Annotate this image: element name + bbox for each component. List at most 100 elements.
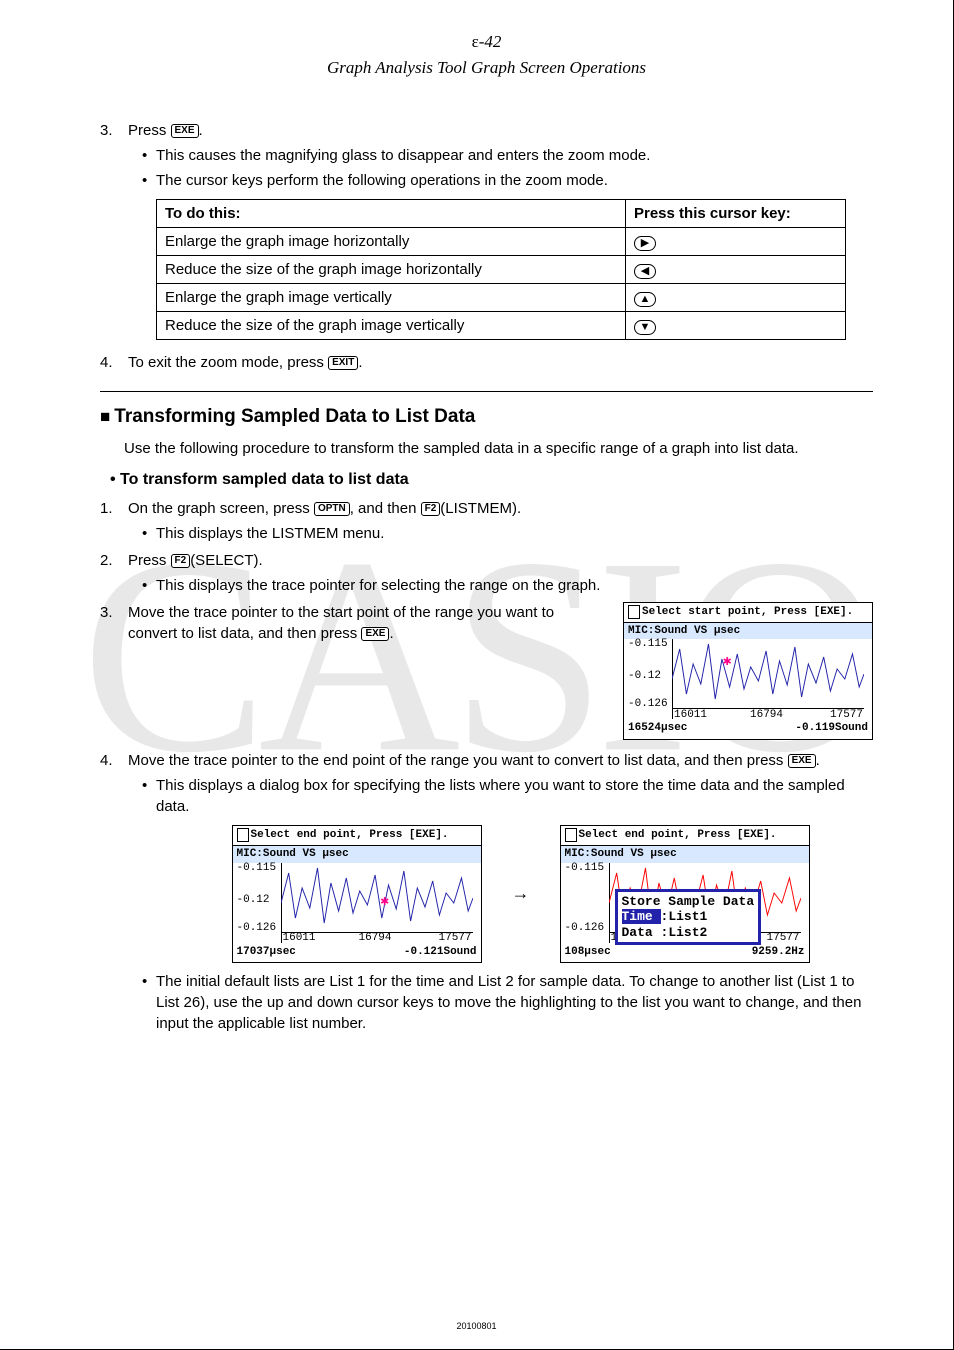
ytick: -0.12 xyxy=(628,669,661,684)
ytick: -0.12 xyxy=(237,893,270,908)
step-num: 1. xyxy=(100,498,113,519)
td-action: Reduce the size of the graph image horiz… xyxy=(157,255,626,283)
section-divider xyxy=(100,391,873,392)
t: Move the trace pointer to the end point … xyxy=(128,752,788,769)
page-content: ε-42 Graph Analysis Tool Graph Screen Op… xyxy=(100,30,873,1034)
bullet: This displays a dialog box for specifyin… xyxy=(142,775,873,817)
calc-titlebar: Select start point, Press [EXE]. xyxy=(624,603,872,623)
step-num: 4. xyxy=(100,750,113,771)
down-key-icon: ▼ xyxy=(634,320,656,335)
arrow-icon: → xyxy=(512,881,530,906)
t: On the graph screen, press xyxy=(128,500,314,517)
step-num: 4. xyxy=(100,352,113,373)
page-code: ε-42 xyxy=(100,30,873,54)
bullet: The cursor keys perform the following op… xyxy=(142,170,873,191)
t: Press xyxy=(128,552,171,569)
step-3: 3. Press EXE. This causes the magnifying… xyxy=(100,120,873,340)
table-row: Reduce the size of the graph image verti… xyxy=(157,311,846,339)
step-text: Press xyxy=(128,122,171,139)
trace-marker-icon: ✱ xyxy=(381,893,389,913)
xtick: 17577 xyxy=(439,931,472,946)
exe-key: EXE xyxy=(788,754,816,768)
step-text: To exit the zoom mode, press xyxy=(128,354,328,371)
cursor-key-table: To do this: Press this cursor key: Enlar… xyxy=(156,199,846,340)
t: , and then xyxy=(350,500,421,517)
bullet: This causes the magnifying glass to disa… xyxy=(142,145,873,166)
xtick: 16011 xyxy=(674,708,707,723)
t: (SELECT). xyxy=(190,552,263,569)
f2-key: F2 xyxy=(421,502,441,516)
epsilon: ε xyxy=(472,32,479,51)
step-num: 2. xyxy=(100,550,113,571)
xtick: 17577 xyxy=(767,931,800,946)
ytick: -0.115 xyxy=(628,637,668,652)
calc-screenshot-1: Select start point, Press [EXE]. MIC:Sou… xyxy=(623,602,873,740)
status-l: 16524μsec xyxy=(628,721,687,736)
bullet: This displays the trace pointer for sele… xyxy=(142,575,873,596)
ytick: -0.115 xyxy=(237,861,277,876)
f2-key: F2 xyxy=(171,554,191,568)
status-r: -0.119Sound xyxy=(795,721,868,736)
t: . xyxy=(816,752,820,769)
status-r: -0.121Sound xyxy=(404,945,477,960)
td-key: ▲ xyxy=(626,283,846,311)
calc-titlebar: Select end point, Press [EXE]. xyxy=(233,826,481,846)
ytick: -0.126 xyxy=(565,921,605,936)
dialog-data-val: :List2 xyxy=(661,925,708,940)
t: (LISTMEM). xyxy=(440,500,521,517)
xtick: 16794 xyxy=(359,931,392,946)
exe-key: EXE xyxy=(361,627,389,641)
optn-key: OPTN xyxy=(314,502,350,516)
td-action: Reduce the size of the graph image verti… xyxy=(157,311,626,339)
step-num: 3. xyxy=(100,602,113,623)
status-l: 17037μsec xyxy=(237,945,296,960)
ytick: -0.115 xyxy=(565,861,605,876)
ytick: -0.126 xyxy=(237,921,277,936)
dialog-time-val: :List1 xyxy=(661,909,708,924)
calc-screenshot-3: Select end point, Press [EXE]. MIC:Sound… xyxy=(560,825,810,963)
left-key-icon: ◀ xyxy=(634,264,656,279)
section-intro: Use the following procedure to transform… xyxy=(124,438,873,459)
td-key: ▶ xyxy=(626,227,846,255)
s2-step-2: 2. Press F2(SELECT). This displays the t… xyxy=(100,550,873,596)
ytick: -0.126 xyxy=(628,697,668,712)
td-key: ◀ xyxy=(626,255,846,283)
bullet: The initial default lists are List 1 for… xyxy=(142,971,873,1034)
t: Move the trace pointer to the start poin… xyxy=(128,604,554,642)
calc-screenshot-2: Select end point, Press [EXE]. MIC:Sound… xyxy=(232,825,482,963)
calc-graph: -0.115 -0.126 16011 16794 17577 Store Sa… xyxy=(565,863,805,943)
td-key: ▼ xyxy=(626,311,846,339)
store-dialog: Store Sample Data Time :List1 Data :List… xyxy=(615,889,762,946)
calc-graph: -0.115 -0.12 -0.126 16011 16794 17577 ✱ xyxy=(237,863,477,943)
xtick: 16794 xyxy=(750,708,783,723)
subsection-heading: • To transform sampled data to list data xyxy=(110,469,873,491)
exit-key: EXIT xyxy=(328,356,358,370)
step-text-b: . xyxy=(199,122,203,139)
table-row: Enlarge the graph image horizontally ▶ xyxy=(157,227,846,255)
calc-graph: -0.115 -0.12 -0.126 16011 16794 17577 ✱ xyxy=(628,639,868,719)
right-key-icon: ▶ xyxy=(634,236,656,251)
s2-step-3: 3. Move the trace pointer to the start p… xyxy=(100,602,873,740)
up-key-icon: ▲ xyxy=(634,292,656,307)
th-todo: To do this: xyxy=(157,199,626,227)
step-text-b: . xyxy=(358,354,362,371)
dialog-title: Store Sample Data xyxy=(622,894,755,910)
s2-step-1: 1. On the graph screen, press OPTN, and … xyxy=(100,498,873,544)
status-r: 9259.2Hz xyxy=(752,945,805,960)
footer: 20100801 xyxy=(0,1320,953,1333)
calc-titlebar: Select end point, Press [EXE]. xyxy=(561,826,809,846)
dialog-data-label: Data xyxy=(622,925,661,940)
chapter-title: Graph Analysis Tool Graph Screen Operati… xyxy=(100,56,873,80)
page-num: -42 xyxy=(479,32,502,51)
dialog-time-label: Time xyxy=(622,909,661,924)
xtick: 17577 xyxy=(830,708,863,723)
td-action: Enlarge the graph image horizontally xyxy=(157,227,626,255)
s2-step-4: 4. Move the trace pointer to the end poi… xyxy=(100,750,873,1034)
table-row: Enlarge the graph image vertically▲ xyxy=(157,283,846,311)
page-header: ε-42 Graph Analysis Tool Graph Screen Op… xyxy=(100,30,873,80)
t: . xyxy=(389,625,393,642)
step-4: 4. To exit the zoom mode, press EXIT. xyxy=(100,352,873,373)
section-title: Transforming Sampled Data to List Data xyxy=(114,406,475,427)
trace-marker-icon: ✱ xyxy=(723,653,731,673)
table-row: Reduce the size of the graph image horiz… xyxy=(157,255,846,283)
